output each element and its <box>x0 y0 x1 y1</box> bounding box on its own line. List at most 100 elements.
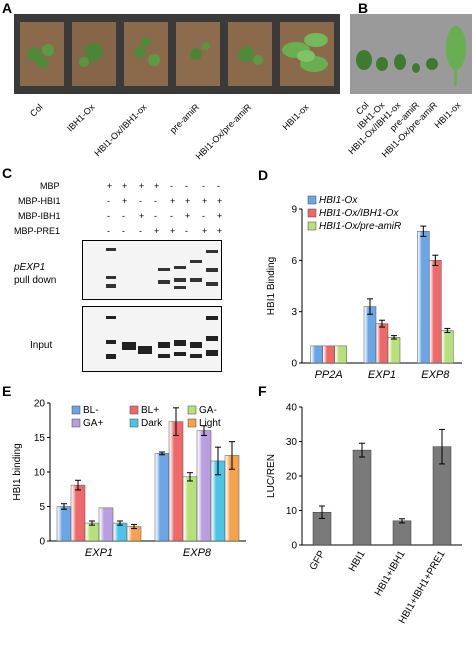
bar <box>387 337 401 364</box>
bar <box>441 330 454 364</box>
panel-letter-b: B <box>358 0 369 16</box>
sign-cell: + <box>122 196 128 206</box>
y-tick-label: 20 <box>286 472 298 483</box>
y-tick-label: 40 <box>286 403 298 414</box>
sign-cell: - <box>154 211 157 221</box>
legend-label: Dark <box>141 418 163 429</box>
bar <box>84 522 100 542</box>
legend-swatch <box>71 405 81 415</box>
sign-cell: + <box>154 226 160 236</box>
sign-cell: + <box>107 181 113 191</box>
bar <box>363 306 377 364</box>
y-axis-label: LUC/REN <box>266 454 277 498</box>
blot2-label: Input <box>30 340 53 351</box>
sign-cell: + <box>170 196 176 206</box>
row-label-1: MBP-HBI1 <box>18 196 61 206</box>
sign-cell: - <box>139 196 142 206</box>
y-tick-label: 3 <box>291 307 297 318</box>
legend-swatch <box>187 418 197 428</box>
legend-label: GA- <box>199 405 217 416</box>
legend-label: BL+ <box>141 405 159 416</box>
legend-swatch <box>307 221 317 231</box>
y-tick-label: 15 <box>34 433 46 444</box>
x-tick-label: PP2A <box>315 369 343 380</box>
sign-cell: - <box>154 196 157 206</box>
sign-cell: - <box>122 226 125 236</box>
y-tick-label: 20 <box>34 399 46 410</box>
sign-cell: + <box>139 181 145 191</box>
row-label-0: MBP <box>40 181 60 191</box>
y-tick-label: 5 <box>39 502 45 513</box>
bar <box>392 520 412 546</box>
bar <box>429 260 442 364</box>
sign-cell: - <box>139 226 142 236</box>
legend-swatch <box>129 418 139 428</box>
sign-cell: + <box>185 196 191 206</box>
bar <box>112 522 128 542</box>
blot1-label: pEXP1 <box>14 262 46 273</box>
label-a-5: HBI1-ox <box>281 102 312 133</box>
x-tick-label: EXP8 <box>183 547 212 559</box>
row-label-3: MBP-PRE1 <box>14 226 61 236</box>
bar <box>352 449 372 546</box>
legend-swatch <box>71 418 81 428</box>
sign-cell: + <box>217 196 223 206</box>
legend-swatch <box>307 195 317 205</box>
sign-cell: + <box>217 211 223 221</box>
bar <box>417 230 430 364</box>
panel-letter-d: D <box>258 167 269 183</box>
bar <box>56 506 72 542</box>
sign-cell: - <box>170 211 173 221</box>
bar <box>168 421 184 542</box>
legend-label: GA+ <box>83 418 103 429</box>
legend-swatch <box>187 405 197 415</box>
x-tick-label: HBI1+IBH1 <box>373 549 408 598</box>
sign-cell: + <box>154 181 160 191</box>
sign-cell: + <box>202 226 208 236</box>
x-tick-label: GFP <box>308 549 328 573</box>
bar <box>310 345 323 364</box>
panel-letter-e: E <box>2 383 12 399</box>
bar <box>70 484 86 542</box>
pot-pre-amir <box>176 22 220 86</box>
y-tick-label: 0 <box>291 359 297 370</box>
legend-swatch <box>307 208 317 218</box>
y-tick-label: 0 <box>39 537 45 548</box>
label-a-4: HBI1-Ox/pre-amiR <box>193 102 254 162</box>
label-a-3: pre-amiR <box>167 102 202 136</box>
x-tick-label: EXP1 <box>85 547 113 559</box>
bar <box>154 453 170 542</box>
chart-e: 0 5 10 15 20 HBI1 binding EXP1 EXP8 BL- BL+ GA- GA+… <box>12 399 246 559</box>
pot-hbi1-ox <box>280 22 334 86</box>
sign-cell: + <box>139 211 145 221</box>
sign-cell: - <box>107 226 110 236</box>
sign-cell: - <box>202 181 205 191</box>
panel-letter-a: A <box>2 0 13 16</box>
legend-swatch <box>129 405 139 415</box>
pot-hbi1-pre-amir <box>228 22 272 86</box>
pot-ibh1-ox <box>72 22 116 86</box>
chart-d: 0 3 6 9 HBI1 Binding PP2A EXP1 EXP8 HBI1-Ox HBI1-… <box>266 195 462 380</box>
sign-cell: + <box>202 196 208 206</box>
sign-cell: + <box>170 226 176 236</box>
sign-cell: - <box>170 181 173 191</box>
sign-cell: - <box>107 211 110 221</box>
y-tick-label: 30 <box>286 437 298 448</box>
sign-cell: + <box>217 226 223 236</box>
sign-cell: - <box>107 196 110 206</box>
pot-hbi1-ibh1 <box>124 22 168 86</box>
input-blot <box>82 306 222 372</box>
bar <box>334 345 347 364</box>
label-a-1: IBH1-Ox <box>65 102 98 134</box>
x-tick-label: HBI1 <box>347 549 368 574</box>
leaf-photo <box>350 14 472 94</box>
legend-label: HBI1-Ox/pre-amiR <box>319 221 401 232</box>
y-tick-label: 10 <box>286 506 298 517</box>
plant-tray-photo <box>14 14 340 94</box>
panel-letter-c: C <box>2 165 13 181</box>
sign-cell: - <box>185 226 188 236</box>
sign-cell: - <box>185 181 188 191</box>
pull-down-blot <box>82 240 222 300</box>
bar <box>196 430 212 542</box>
y-tick-label: 10 <box>34 468 46 479</box>
